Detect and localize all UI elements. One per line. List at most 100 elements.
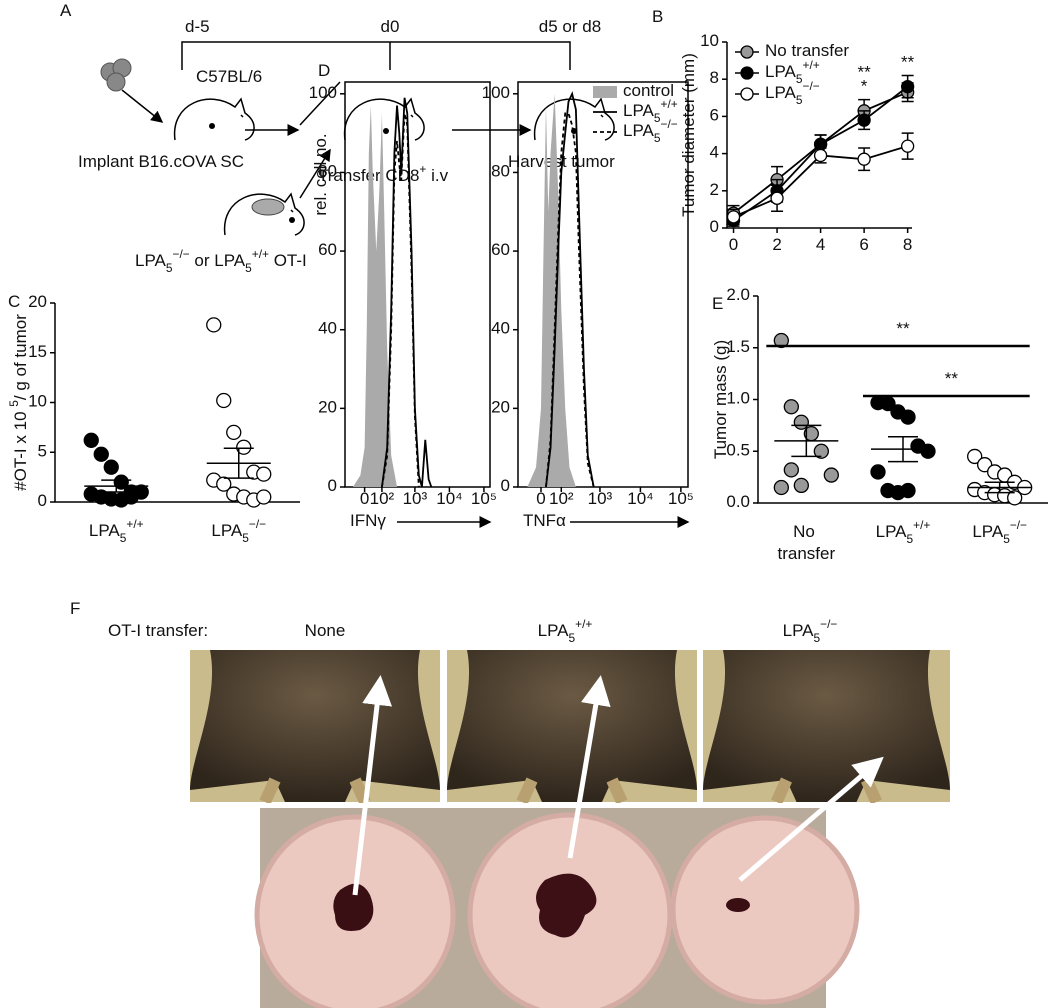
y-tick-label: 6: [710, 106, 719, 125]
mouse-photo: [190, 650, 440, 802]
x-tick-label: 10²: [549, 489, 574, 508]
significance: **: [858, 63, 872, 82]
marker: [900, 79, 915, 94]
y-tick-label: 1.0: [726, 389, 750, 408]
dot: [967, 448, 983, 465]
mouse-photo: [703, 650, 950, 802]
sem-bar: [223, 447, 254, 479]
legend-label: LPA5+/+: [765, 58, 820, 86]
x-tick-label: 0: [729, 235, 738, 254]
y-tick-label: 20: [28, 292, 47, 311]
dot: [256, 489, 272, 505]
dot: [870, 464, 886, 480]
legend-swatch: [740, 45, 754, 59]
x-tick-label: 10⁴: [436, 489, 462, 508]
x-tick-label: 0: [360, 489, 369, 508]
photo-label: OT-I transfer:: [108, 621, 208, 640]
legend-swatch: [740, 87, 754, 101]
histogram-line: [545, 112, 595, 488]
photo-group: LPA5+/+: [538, 617, 593, 645]
tumor: [536, 873, 597, 938]
panel-label: A: [60, 1, 72, 20]
histogram-area: [527, 93, 576, 488]
dot: [83, 432, 99, 448]
x-tick-label: 8: [903, 235, 912, 254]
photo-group: LPA5−/−: [783, 617, 838, 645]
dot: [773, 479, 789, 496]
y-tick-label: 80: [318, 162, 337, 181]
mouse: [223, 192, 305, 236]
tumor-cells: [100, 58, 132, 92]
legend-swatch: [740, 66, 754, 80]
significance: *: [861, 77, 868, 96]
arrow: [352, 675, 393, 896]
y-tick-label: 60: [491, 241, 510, 260]
marker: [857, 113, 871, 127]
tumor: [333, 883, 374, 931]
dot: [900, 409, 916, 425]
legend-label: LPA5−/−: [623, 117, 678, 145]
timepoint: d-5: [185, 17, 210, 36]
arrow: [121, 89, 164, 123]
x-tick-label: LPA5+/+: [89, 517, 144, 545]
sem-bar: [101, 479, 132, 493]
sem-bar: [791, 424, 822, 458]
legend-label: No transfer: [765, 41, 849, 60]
dot: [920, 443, 936, 459]
dot: [783, 399, 799, 415]
step: Implant B16.cOVA SC: [78, 152, 244, 171]
x-tick-label: LPA5+/+: [876, 518, 931, 546]
panel-label: B: [652, 7, 663, 26]
timeline: [181, 41, 571, 70]
axes: [726, 42, 912, 229]
legend-swatch: [593, 86, 617, 98]
y-tick-label: 0: [328, 476, 337, 495]
y-tick-label: 0: [501, 476, 510, 495]
dot: [1007, 490, 1023, 506]
dot: [93, 446, 109, 462]
y-tick-label: 10: [700, 31, 719, 50]
x-tick-label: 0: [536, 489, 545, 508]
timepoint: d5 or d8: [539, 17, 601, 36]
y-tick-label: 1.5: [726, 337, 750, 356]
tumor: [726, 898, 750, 912]
arrow: [738, 756, 884, 882]
panel-a-diagram: d-5 d0 d5 or d8 C57BL/6 Implant B16.cOVA…: [78, 17, 615, 275]
panel-label: C: [8, 292, 20, 311]
dot: [103, 459, 119, 475]
y-axis-label: #OT-I x 10 5/ g of tumor: [7, 314, 30, 491]
legs: [259, 777, 371, 805]
sem-bar: [888, 436, 918, 463]
x-tick-label: 10³: [403, 489, 428, 508]
dot: [226, 424, 242, 441]
significance: **: [945, 369, 959, 388]
tumor: [209, 123, 215, 129]
marker: [857, 152, 871, 166]
x-axis-label: TNFα: [523, 511, 566, 530]
y-axis-label: Tumor mass (g): [711, 340, 730, 459]
y-tick-label: 20: [318, 398, 337, 417]
y-tick-label: 100: [309, 83, 337, 102]
x-tick-label: 10²: [370, 489, 395, 508]
y-axis-label: rel. cell no.: [311, 133, 330, 215]
marker: [900, 139, 915, 153]
dot: [900, 482, 916, 499]
y-tick-label: 100: [482, 83, 510, 102]
x-axis-label: IFNγ: [350, 511, 386, 530]
y-tick-label: 0.0: [726, 492, 750, 511]
tumor: [289, 217, 295, 223]
x-tick-label: No transfer: [778, 522, 836, 563]
legend-label: LPA5+/+: [623, 97, 678, 125]
panel-label: D: [318, 61, 330, 80]
marker: [726, 210, 741, 224]
significance: **: [901, 53, 915, 72]
y-tick-label: 8: [710, 69, 719, 88]
mouse: [533, 97, 615, 141]
significance: **: [896, 319, 910, 338]
legend-label: LPA5−/−: [765, 79, 820, 107]
y-tick-label: 4: [710, 143, 719, 162]
panel-f-photos: OT-I transfer: None LPA5+/+ LPA5−/−: [108, 617, 950, 1008]
histogram-line: [381, 113, 420, 488]
y-tick-label: 15: [28, 342, 47, 361]
